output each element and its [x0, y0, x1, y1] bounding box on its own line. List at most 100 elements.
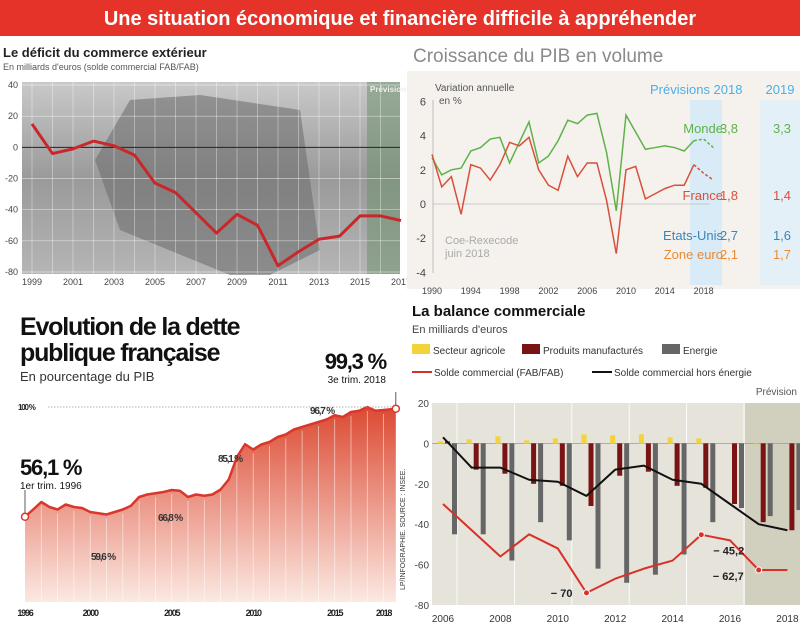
- highlight-marker: [755, 566, 763, 574]
- y-tick-label: 40: [8, 80, 18, 90]
- y-tick-label: 20: [418, 399, 430, 410]
- trade-deficit-chart: Le déficit du commerce extérieur En milli…: [3, 45, 411, 287]
- bar-produits-manufacturés: [703, 443, 709, 488]
- chart-title: Le déficit du commerce extérieur: [3, 45, 207, 60]
- forecast-year: 2018: [714, 82, 743, 97]
- y-axis-label: Variation annuelle: [435, 83, 515, 94]
- bar-secteur-agricole: [753, 443, 759, 445]
- data-label: 96,7 %: [310, 406, 335, 417]
- bar-energie: [566, 443, 572, 541]
- bar-energie: [538, 443, 544, 523]
- x-tick-label: 1990: [422, 286, 442, 296]
- x-tick-label: 2006: [432, 614, 455, 625]
- bar-produits-manufacturés: [502, 443, 508, 474]
- y-tick-label: 0: [13, 142, 18, 152]
- x-tick-label: 2014: [661, 614, 684, 625]
- banner-title: Une situation économique et financière d…: [104, 8, 697, 30]
- bar-produits-manufacturés: [789, 443, 795, 531]
- ship-silhouette: [95, 95, 320, 275]
- series-label: France: [683, 188, 723, 203]
- x-tick-label: 1994: [461, 286, 481, 296]
- bar-energie: [624, 443, 630, 583]
- bar-energie: [509, 443, 515, 561]
- y-tick-label: -4: [416, 267, 426, 279]
- line-trade-balance: [442, 503, 788, 594]
- x-tick-label: 2018: [694, 286, 714, 296]
- legend-label: Energie: [683, 346, 718, 357]
- bar-secteur-agricole: [466, 439, 472, 444]
- y-tick-label: -60: [5, 236, 18, 246]
- x-tick-label: 2003: [104, 277, 124, 287]
- x-tick-label: 2011: [268, 277, 287, 287]
- bar-energie: [652, 443, 658, 575]
- data-label: − 45,2: [713, 546, 744, 558]
- bar-secteur-agricole: [552, 438, 558, 444]
- bar-produits-manufacturés: [588, 443, 594, 507]
- x-tick-label: 2010: [246, 608, 262, 618]
- series-line-france: [431, 135, 695, 254]
- y-tick-label: -60: [415, 561, 430, 572]
- end-value: 99,3 %: [325, 349, 387, 374]
- x-tick-label: 2017: [391, 277, 411, 287]
- series-label: Zone euro: [664, 247, 723, 262]
- bar-produits-manufacturés: [473, 443, 479, 470]
- x-tick-label: 2005: [164, 608, 180, 618]
- line-balance-excl-energy: [442, 436, 788, 532]
- bar-secteur-agricole: [581, 434, 587, 444]
- forecast-band-2019: [760, 100, 800, 285]
- legend-swatch: [412, 344, 430, 354]
- data-label: 66,8 %: [158, 513, 183, 524]
- chart-subtitle: En milliards d'euros: [412, 324, 508, 336]
- bar-produits-manufacturés: [760, 443, 766, 523]
- forecast-label: Prévision: [756, 387, 797, 398]
- forecast-value: 3,8: [720, 121, 738, 136]
- reference-label: 100 %: [18, 403, 36, 412]
- x-tick-label: 2002: [538, 286, 558, 296]
- chart-title: La balance commerciale: [412, 303, 585, 320]
- bar-energie: [452, 443, 457, 535]
- bar-secteur-agricole: [524, 440, 530, 444]
- y-tick-label: 20: [8, 111, 18, 121]
- forecast-band: [367, 82, 400, 274]
- chart-title: Evolution de la dette: [20, 313, 241, 341]
- bar-secteur-agricole: [667, 437, 673, 444]
- bar-energie: [739, 443, 744, 509]
- source-label: juin 2018: [444, 248, 490, 260]
- x-tick-label: 2010: [547, 614, 570, 625]
- highlight-marker: [583, 589, 590, 597]
- end-date: 3e trim. 2018: [328, 375, 387, 386]
- bar-secteur-agricole: [495, 436, 501, 444]
- forecast-year: 2019: [766, 82, 795, 97]
- chart-subtitle: En pourcentage du PIB: [20, 369, 154, 384]
- x-tick-label: 2001: [63, 277, 83, 287]
- source-credit: LP/INFOGRAPHIE. SOURCE : INSEE.: [400, 469, 407, 590]
- chart-title: publique française: [20, 339, 221, 367]
- forecast-label: Prévisions: [370, 85, 411, 94]
- start-value: 56,1 %: [20, 455, 82, 480]
- start-marker: [20, 512, 30, 521]
- y-tick-label: -80: [415, 601, 430, 612]
- y-tick-label: 0: [420, 199, 426, 211]
- forecast-line-france: [693, 164, 714, 181]
- banner: [0, 0, 800, 36]
- forecast-value: 1,6: [773, 228, 791, 243]
- plot-background: [432, 403, 800, 605]
- bar-produits-manufacturés: [732, 443, 737, 504]
- legend-label: Solde commercial hors énergie: [614, 368, 752, 379]
- y-tick-label: 2: [420, 165, 426, 177]
- x-tick-label: 2010: [616, 286, 636, 296]
- x-tick-label: 2013: [309, 277, 329, 287]
- bar-energie: [480, 443, 486, 535]
- bar-energie: [796, 443, 800, 511]
- y-tick-label: -20: [5, 174, 18, 184]
- debt-area: [25, 407, 396, 602]
- plot-background: [407, 71, 800, 289]
- x-tick-label: 2015: [327, 608, 343, 618]
- y-axis-label: en %: [439, 96, 462, 107]
- forecast-value: 2,1: [720, 247, 738, 262]
- x-tick-label: 1998: [500, 286, 520, 296]
- y-tick-label: -20: [415, 480, 430, 491]
- x-tick-label: 2000: [83, 608, 99, 618]
